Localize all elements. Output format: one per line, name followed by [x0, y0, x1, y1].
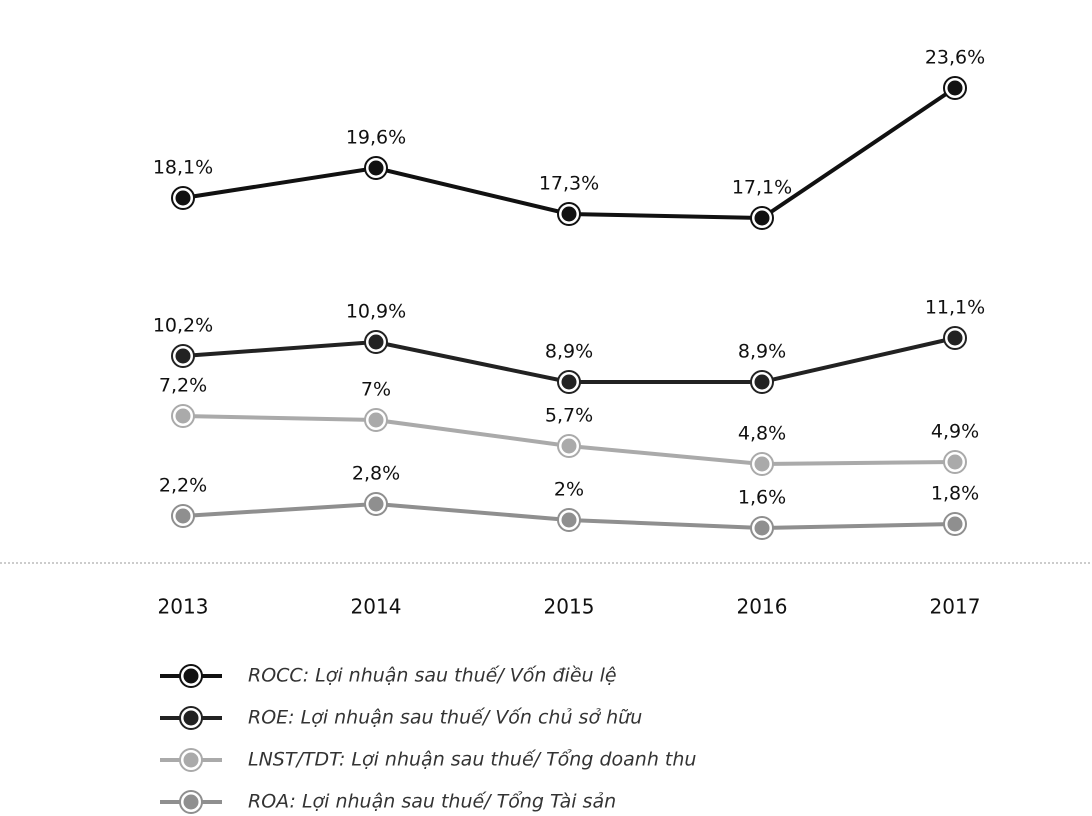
data-label: 4,9% [931, 421, 979, 443]
data-label: 18,1% [153, 157, 213, 179]
legend-label: ROCC: Lợi nhuận sau thuế/ Vốn điều lệ [248, 665, 617, 687]
data-label: 8,9% [738, 341, 786, 363]
data-label: 11,1% [925, 297, 985, 319]
marker-core [947, 330, 963, 346]
marker-core [754, 374, 770, 390]
marker-core [561, 512, 577, 528]
x-tick-label: 2017 [930, 595, 981, 619]
data-label: 5,7% [545, 405, 593, 427]
marker-core [754, 456, 770, 472]
data-label: 2,2% [159, 475, 207, 497]
data-label: 10,9% [346, 301, 406, 323]
data-label: 7% [361, 379, 391, 401]
data-label: 19,6% [346, 127, 406, 149]
marker-core [368, 412, 384, 428]
marker-core [754, 210, 770, 226]
data-label: 17,3% [539, 173, 599, 195]
marker-core [175, 408, 191, 424]
legend-label: LNST/TDT: Lợi nhuận sau thuế/ Tổng doanh… [248, 749, 696, 771]
legend-label: ROA: Lợi nhuận sau thuế/ Tổng Tài sản [248, 791, 616, 813]
marker-core [183, 794, 199, 810]
data-label: 17,1% [732, 177, 792, 199]
marker-core [561, 438, 577, 454]
x-tick-label: 2015 [544, 595, 595, 619]
data-label: 8,9% [545, 341, 593, 363]
marker-core [368, 334, 384, 350]
data-label: 2,8% [352, 463, 400, 485]
marker-core [175, 508, 191, 524]
data-label: 7,2% [159, 375, 207, 397]
marker-core [754, 520, 770, 536]
data-label: 10,2% [153, 315, 213, 337]
marker-core [368, 496, 384, 512]
marker-core [947, 516, 963, 532]
marker-core [183, 668, 199, 684]
x-tick-label: 2016 [737, 595, 788, 619]
marker-core [368, 160, 384, 176]
data-label: 1,8% [931, 483, 979, 505]
legend-label: ROE: Lợi nhuận sau thuế/ Vốn chủ sở hữu [248, 707, 642, 729]
data-label: 4,8% [738, 423, 786, 445]
marker-core [175, 190, 191, 206]
marker-core [561, 374, 577, 390]
marker-core [183, 710, 199, 726]
marker-core [561, 206, 577, 222]
marker-core [183, 752, 199, 768]
marker-core [175, 348, 191, 364]
marker-core [947, 454, 963, 470]
data-label: 23,6% [925, 47, 985, 69]
x-tick-label: 2014 [351, 595, 402, 619]
series-line [182, 86, 957, 221]
data-label: 2% [554, 479, 584, 501]
x-tick-label: 2013 [158, 595, 209, 619]
data-label: 1,6% [738, 487, 786, 509]
marker-core [947, 80, 963, 96]
